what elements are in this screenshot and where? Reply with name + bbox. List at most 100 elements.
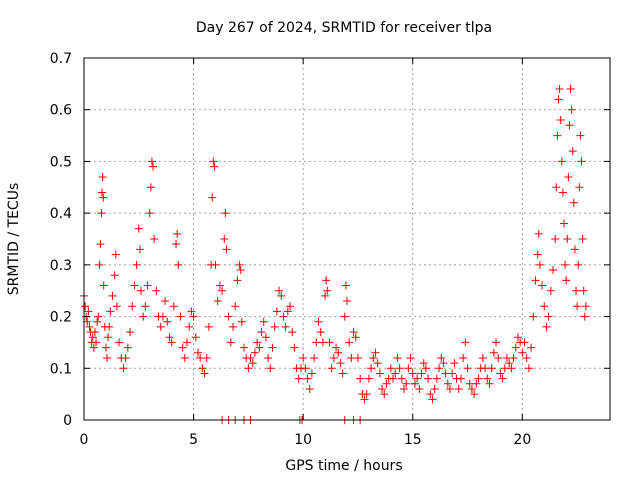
data-point — [564, 172, 573, 181]
data-point — [301, 364, 310, 373]
data-point — [185, 322, 194, 331]
data-point — [332, 343, 341, 352]
data-point — [369, 353, 378, 362]
data-point — [233, 276, 242, 285]
data-point — [558, 188, 567, 197]
data-point — [513, 333, 522, 342]
data-point — [130, 281, 139, 290]
data-point — [325, 338, 334, 347]
data-point — [507, 364, 516, 373]
data-point — [135, 245, 144, 254]
data-point — [505, 359, 514, 368]
data-point — [250, 348, 259, 357]
data-point — [134, 224, 143, 233]
data-point — [450, 359, 459, 368]
data-point — [562, 276, 571, 285]
data-point — [183, 338, 192, 347]
data-point — [88, 333, 97, 342]
data-point — [89, 343, 98, 352]
data-point — [215, 281, 224, 290]
data-point — [443, 379, 452, 388]
y-axis-label: SRMTID / TECUs — [6, 183, 22, 296]
data-point — [169, 302, 178, 311]
data-point — [581, 302, 590, 311]
data-point — [231, 302, 240, 311]
data-point — [266, 364, 275, 373]
x-tick-label: 20 — [513, 432, 531, 448]
data-point — [437, 353, 446, 362]
data-point — [566, 85, 575, 94]
data-point — [95, 260, 104, 269]
data-point — [456, 374, 465, 383]
data-point — [123, 343, 132, 352]
data-point — [567, 105, 576, 114]
plot-frame — [83, 57, 611, 421]
data-point — [97, 188, 106, 197]
data-point — [143, 281, 152, 290]
data-point — [305, 384, 314, 393]
data-point — [467, 384, 476, 393]
data-point — [402, 379, 411, 388]
data-point — [93, 317, 102, 326]
data-point — [253, 338, 262, 347]
data-point — [208, 193, 217, 202]
data-point — [90, 328, 99, 337]
data-point — [310, 353, 319, 362]
data-point — [236, 266, 245, 275]
data-point — [110, 271, 119, 280]
data-point — [158, 312, 167, 321]
data-point — [522, 353, 531, 362]
data-point — [371, 348, 380, 357]
data-point — [294, 374, 303, 383]
grid-lines — [84, 58, 610, 420]
data-point — [152, 286, 161, 295]
data-point — [557, 157, 566, 166]
data-point — [551, 235, 560, 243]
y-tick-label: 0.1 — [50, 361, 72, 377]
data-point — [246, 353, 255, 362]
data-point — [204, 322, 213, 331]
data-point — [428, 395, 437, 404]
data-point — [413, 374, 422, 383]
data-point — [213, 297, 222, 306]
y-tick-label: 0 — [63, 413, 72, 429]
y-tick-label: 0.6 — [50, 103, 72, 119]
data-point — [568, 147, 577, 156]
data-point — [461, 338, 470, 347]
data-point — [534, 229, 543, 238]
y-tick-labels: 0 0.1 0.2 0.3 0.4 0.5 0.6 0.7 — [50, 51, 72, 429]
data-point — [336, 359, 345, 368]
data-point — [244, 364, 253, 373]
data-point — [553, 131, 562, 140]
data-point — [572, 286, 581, 295]
data-point — [257, 328, 266, 337]
data-point — [111, 250, 120, 259]
data-point — [575, 183, 584, 192]
data-point — [535, 260, 544, 269]
data-point — [156, 322, 165, 331]
data-point — [432, 374, 441, 383]
data-point — [576, 131, 585, 140]
data-point — [84, 307, 93, 316]
data-point — [161, 297, 170, 306]
data-point — [108, 291, 117, 300]
data-point — [391, 369, 400, 378]
data-point — [520, 338, 529, 347]
data-point — [454, 384, 463, 393]
data-point — [307, 369, 316, 378]
data-point — [527, 343, 536, 352]
data-point — [542, 322, 551, 331]
data-point — [343, 297, 351, 306]
y-tick-label: 0.4 — [50, 206, 72, 222]
data-point — [104, 333, 113, 342]
data-point — [145, 209, 154, 218]
data-point — [268, 343, 277, 352]
data-point — [399, 384, 408, 393]
data-point — [397, 374, 406, 383]
data-point — [554, 95, 563, 104]
data-point — [105, 322, 114, 331]
data-point — [106, 307, 115, 316]
data-point — [426, 390, 435, 399]
data-point — [492, 338, 501, 347]
